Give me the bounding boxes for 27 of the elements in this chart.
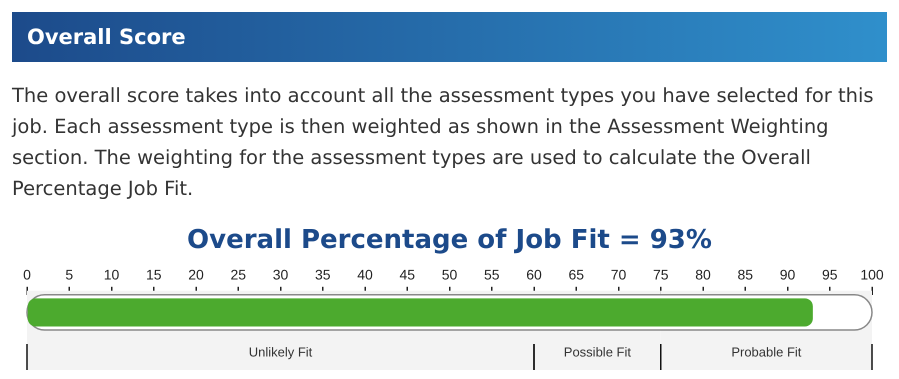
x-tick-label: 0 xyxy=(23,266,32,282)
x-tick-label: 65 xyxy=(568,266,584,282)
x-tick-label: 75 xyxy=(652,266,669,282)
x-tick-label: 80 xyxy=(695,266,711,282)
chart-title: Overall Percentage of Job Fit = 93% xyxy=(186,225,713,255)
x-tick-label: 95 xyxy=(822,266,838,282)
x-tick-label: 25 xyxy=(230,266,246,282)
x-tick-label: 60 xyxy=(526,266,542,282)
band-label: Possible Fit xyxy=(564,344,632,360)
x-tick-label: 100 xyxy=(860,266,884,282)
x-tick-label: 15 xyxy=(146,266,162,282)
text: The overall score takes into account all the assessment types you have selected for this job. Each assessment type is then weighted as shown in the Assessment Weighting section. The weighting for the assessment types are used to calculate the Overall Percentage Job Fit. xyxy=(12,83,875,202)
x-tick-label: 50 xyxy=(442,266,458,282)
band-label: Unlikely Fit xyxy=(248,344,313,360)
x-tick-label: 45 xyxy=(399,266,416,282)
x-tick-label: 5 xyxy=(65,266,74,282)
x-tick-label: 70 xyxy=(610,266,626,282)
x-tick-label: 20 xyxy=(188,266,204,282)
x-tick-label: 55 xyxy=(484,266,500,282)
x-tick-label: 30 xyxy=(272,266,288,282)
x-tick-label: 10 xyxy=(104,266,120,282)
x-tick-label: 90 xyxy=(780,266,796,282)
band-label: Probable Fit xyxy=(731,344,802,360)
x-tick-label: 40 xyxy=(357,266,373,282)
x-tick-label: 85 xyxy=(737,266,754,282)
x-tick-label: 35 xyxy=(314,266,331,282)
text: Overall Score xyxy=(12,12,887,62)
